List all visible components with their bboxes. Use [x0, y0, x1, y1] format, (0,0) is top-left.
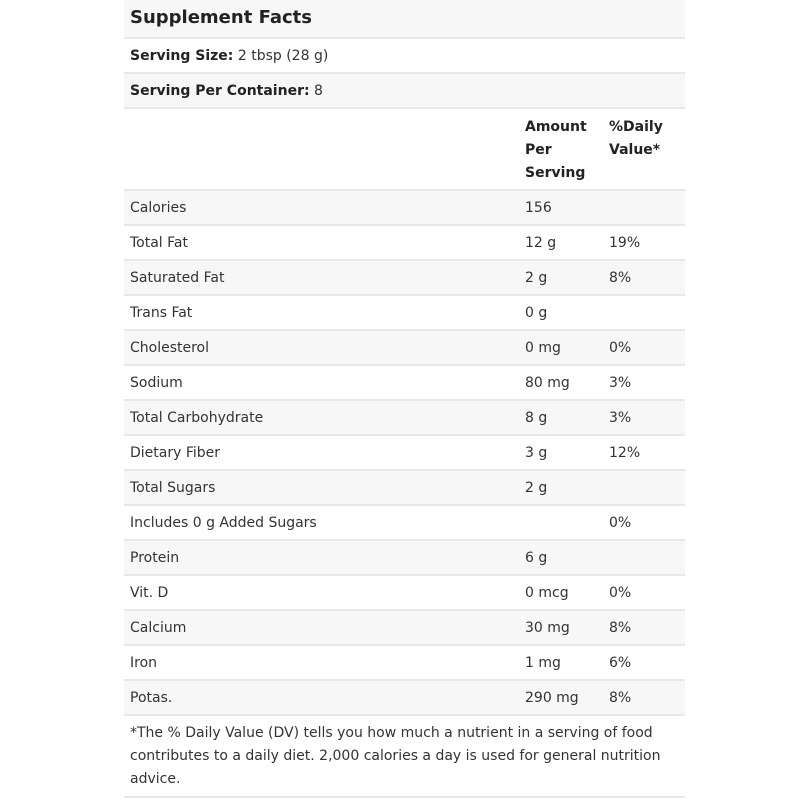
table-header: Amount Per Serving %Daily Value* — [124, 109, 685, 191]
nutrient-dv: 8% — [609, 270, 632, 286]
nutrient-name: Saturated Fat — [130, 270, 225, 286]
nutrient-amount: 2 g — [525, 480, 548, 496]
nutrient-name: Sodium — [130, 375, 183, 391]
nutrient-name: Cholesterol — [130, 340, 210, 356]
nutrient-amount: 3 g — [525, 445, 548, 461]
nutrient-amount: 0 g — [525, 305, 548, 321]
nutrient-name: Trans Fat — [130, 305, 193, 321]
nutrient-name: Vit. D — [130, 585, 169, 601]
nutrient-dv: 6% — [609, 655, 632, 671]
table-row: Calcium 30 mg 8% — [124, 611, 685, 646]
nutrient-dv: 3% — [609, 410, 632, 426]
nutrient-amount: 0 mcg — [525, 585, 569, 601]
header-dv: %Daily Value* — [609, 119, 663, 158]
nutrient-amount: 12 g — [525, 235, 557, 251]
table-row: Calories 156 — [124, 191, 685, 226]
table-row: Protein 6 g — [124, 541, 685, 576]
nutrient-name: Calcium — [130, 620, 187, 636]
header-amount: Amount Per Serving — [525, 119, 587, 181]
table-row: Iron 1 mg 6% — [124, 646, 685, 681]
table-row: Vit. D 0 mcg 0% — [124, 576, 685, 611]
table-row: Cholesterol 0 mg 0% — [124, 331, 685, 366]
nutrient-amount: 6 g — [525, 550, 548, 566]
nutrient-dv: 0% — [609, 340, 632, 356]
nutrient-amount: 156 — [525, 200, 552, 216]
nutrient-dv: 19% — [609, 235, 641, 251]
servings-per-container: Serving Per Container: 8 — [124, 74, 685, 109]
nutrient-name: Calories — [130, 200, 187, 216]
serving-size: Serving Size: 2 tbsp (28 g) — [124, 39, 685, 74]
nutrient-amount: 0 mg — [525, 340, 561, 356]
nutrient-amount: 290 mg — [525, 690, 579, 706]
table-row: Total Carbohydrate 8 g 3% — [124, 401, 685, 436]
nutrient-name: Iron — [130, 655, 158, 671]
table-row: Potas. 290 mg 8% — [124, 681, 685, 716]
nutrient-name: Total Sugars — [130, 480, 216, 496]
nutrient-dv: 8% — [609, 690, 632, 706]
nutrient-name: Potas. — [130, 690, 173, 706]
nutrient-amount: 8 g — [525, 410, 548, 426]
nutrient-dv: 3% — [609, 375, 632, 391]
nutrient-dv: 0% — [609, 515, 632, 531]
nutrient-amount: 1 mg — [525, 655, 561, 671]
nutrient-name: Includes 0 g Added Sugars — [130, 515, 317, 531]
nutrient-amount: 2 g — [525, 270, 548, 286]
nutrient-dv: 0% — [609, 585, 632, 601]
table-row: Sodium 80 mg 3% — [124, 366, 685, 401]
supplement-facts-table: Supplement Facts Serving Size: 2 tbsp (2… — [124, 0, 685, 798]
nutrient-amount: 30 mg — [525, 620, 570, 636]
nutrient-dv: 8% — [609, 620, 632, 636]
table-title: Supplement Facts — [124, 0, 685, 39]
table-row: Saturated Fat 2 g 8% — [124, 261, 685, 296]
nutrient-dv: 12% — [609, 445, 641, 461]
table-row: Dietary Fiber 3 g 12% — [124, 436, 685, 471]
nutrient-name: Protein — [130, 550, 180, 566]
table-row: Total Sugars 2 g — [124, 471, 685, 506]
table-row: Trans Fat 0 g — [124, 296, 685, 331]
nutrient-amount: 80 mg — [525, 375, 570, 391]
nutrient-name: Total Fat — [130, 235, 188, 251]
table-row: Total Fat 12 g 19% — [124, 226, 685, 261]
nutrient-name: Total Carbohydrate — [130, 410, 264, 426]
table-row: Includes 0 g Added Sugars 0% — [124, 506, 685, 541]
footnote: *The % Daily Value (DV) tells you how mu… — [124, 716, 685, 798]
nutrient-name: Dietary Fiber — [130, 445, 221, 461]
